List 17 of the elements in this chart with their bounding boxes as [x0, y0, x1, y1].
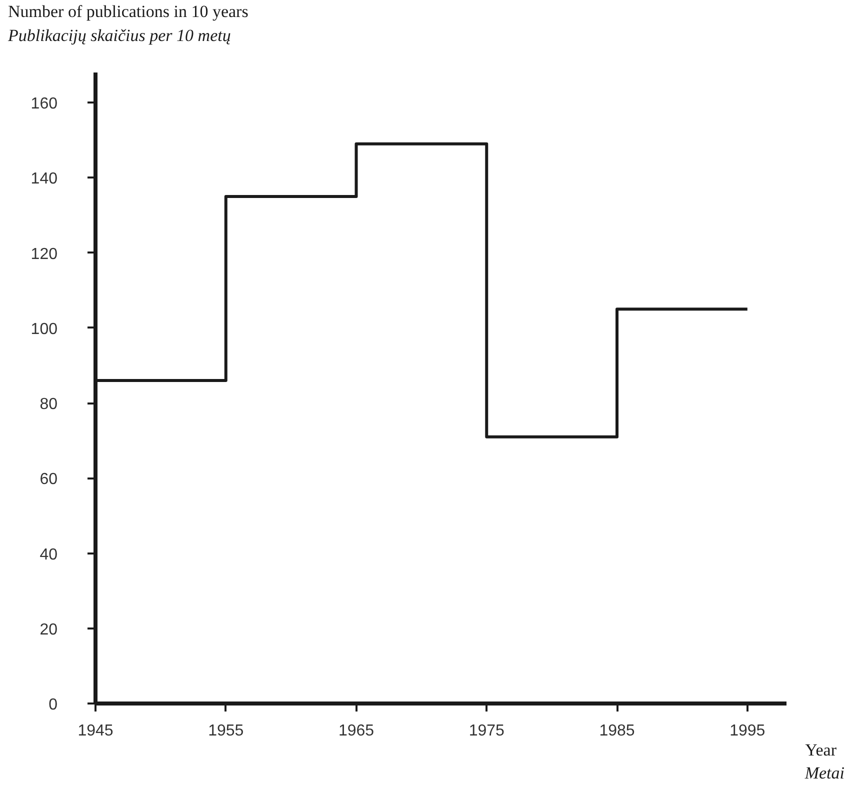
y-tick-label: 160 [30, 96, 58, 113]
y-tick-label: 120 [30, 246, 58, 263]
y-tick-label: 100 [30, 320, 58, 338]
y-tick-label: 0 [48, 696, 58, 714]
x-tick-label: 1955 [208, 722, 244, 740]
x-tick-label: 1985 [599, 722, 635, 740]
y-tick-label: 40 [40, 546, 58, 564]
y-tick-label: 20 [40, 621, 58, 638]
x-axis-title: Year Metai [804, 740, 845, 782]
x-tick-label: 1945 [78, 722, 114, 740]
x-tick-label: 1965 [338, 722, 374, 740]
x-tick-label: 1975 [468, 722, 505, 740]
y-tick-label: 140 [30, 170, 58, 188]
y-tick-label: 80 [40, 396, 58, 414]
y-tick-label: 60 [40, 471, 58, 488]
x-tick-label: 1995 [730, 722, 766, 740]
y-axis-title: Number of publications in 10 years Publikacijų skaičius per 10 metų [8, 1, 248, 47]
